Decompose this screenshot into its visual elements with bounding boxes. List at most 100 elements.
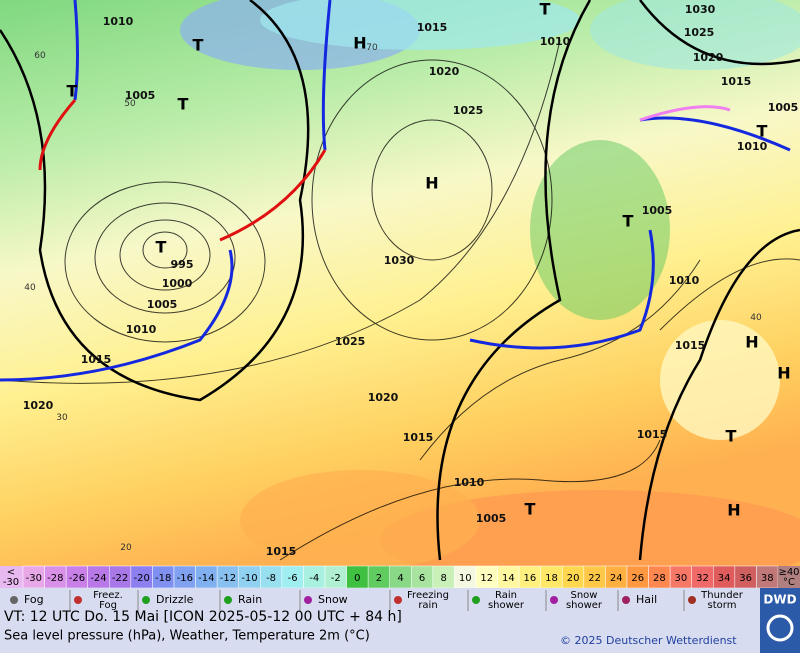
colorbar-label: 10	[459, 573, 472, 584]
isobar-label: 1020	[368, 391, 399, 404]
legend-icon	[304, 596, 312, 604]
colorbar-label: 28	[653, 573, 666, 584]
isobar-label: 1015	[721, 75, 752, 88]
legend-icon	[10, 596, 18, 604]
colorbar-label: 16	[524, 573, 537, 584]
pressure-center: T	[156, 238, 167, 257]
isobar-label: 1005	[642, 204, 673, 217]
legend-icon	[142, 596, 150, 604]
colorbar-label: -30	[26, 573, 42, 584]
legend-icon	[550, 596, 558, 604]
legend-icon	[74, 596, 82, 604]
isobar-label: 1005	[476, 512, 507, 525]
isobar-label: 1025	[453, 104, 484, 117]
colorbar-label: -4	[309, 573, 319, 584]
colorbar-label: 32	[696, 573, 709, 584]
isobar-label: 1015	[675, 339, 706, 352]
legend-icon	[622, 596, 630, 604]
pressure-center: T	[540, 0, 551, 19]
description: Sea level pressure (hPa), Weather, Tempe…	[4, 629, 370, 644]
copyright: © 2025 Deutscher Wetterdienst	[560, 634, 737, 647]
colorbar-label: 2	[376, 573, 382, 584]
legend-icon	[394, 596, 402, 604]
pressure-center: H	[425, 174, 438, 193]
isotherm-label: 30	[56, 413, 68, 423]
legend-label: Fog	[24, 593, 44, 606]
isobar-label: 1015	[417, 21, 448, 34]
isobar-label: 1010	[454, 476, 485, 489]
legend-label: Hail	[636, 593, 657, 606]
colorbar-label: 14	[502, 573, 515, 584]
legend-label: Freezing rain	[407, 590, 449, 611]
isobar-label: 1025	[335, 335, 366, 348]
isobar-label: 1005	[147, 298, 178, 311]
isotherm-label: 50	[124, 99, 136, 109]
colorbar-label: -26	[69, 573, 85, 584]
colorbar-label: -6	[288, 573, 298, 584]
colorbar-label: 4	[397, 573, 403, 584]
legend-label: Thunder storm	[700, 590, 744, 611]
isobar-label: 1010	[540, 35, 571, 48]
pressure-center: H	[777, 364, 790, 383]
colorbar-label: -24	[90, 573, 106, 584]
colorbar-label: 0	[354, 573, 360, 584]
isobar-label: 1015	[266, 545, 297, 558]
colorbar-label: 26	[631, 573, 644, 584]
colorbar-label: -28	[47, 573, 63, 584]
isobar-label: 1025	[684, 26, 715, 39]
isobar-label: 1030	[685, 3, 716, 16]
isobar-label: 1020	[693, 51, 724, 64]
colorbar-label: -22	[112, 573, 128, 584]
colorbar-label: 30	[675, 573, 688, 584]
isobar-label: 1005	[768, 101, 799, 114]
isobar-label: 1015	[403, 431, 434, 444]
legend-icon	[472, 596, 480, 604]
pressure-center: T	[193, 36, 204, 55]
legend-label: Freez. Fog	[93, 590, 123, 611]
legend-icon	[688, 596, 696, 604]
pressure-center: T	[178, 95, 189, 114]
isobar-label: 1010	[126, 323, 157, 336]
legend-label: Rain	[238, 593, 262, 606]
colorbar-label: 36	[739, 573, 752, 584]
colorbar-label: 20	[567, 573, 580, 584]
isotherm-label: 20	[120, 543, 132, 553]
legend-icon	[224, 596, 232, 604]
pressure-center: H	[353, 34, 366, 53]
colorbar-label: 34	[718, 573, 731, 584]
pressure-center: T	[757, 122, 768, 141]
isotherm-label: 70	[366, 43, 378, 53]
colorbar-label: 8	[440, 573, 446, 584]
colorbar-label: 12	[480, 573, 493, 584]
colorbar-label: -10	[241, 573, 257, 584]
colorbar-cell	[0, 566, 23, 588]
legend-label: Snow	[318, 593, 348, 606]
colorbar-label: 24	[610, 573, 623, 584]
colorbar-label: -12	[220, 573, 236, 584]
pressure-center: T	[67, 82, 78, 101]
isobar-label: 1020	[429, 65, 460, 78]
legend-label: Snow shower	[566, 590, 603, 611]
isobar-label: 1030	[384, 254, 415, 267]
pressure-center: T	[623, 212, 634, 231]
pressure-center: T	[525, 500, 536, 519]
isotherm-label: 60	[34, 51, 46, 61]
colorbar-label: 18	[545, 573, 558, 584]
colorbar-label: -2	[331, 573, 341, 584]
colorbar-label: 22	[588, 573, 601, 584]
colorbar-label: ≥40 °C	[778, 567, 799, 588]
logo-bg	[760, 588, 800, 653]
map	[0, 0, 800, 590]
logo: DWD	[763, 593, 796, 607]
isobar-label: 995	[171, 258, 194, 271]
legend-label: Drizzle	[156, 593, 194, 606]
colorbar-label: < -30	[3, 567, 19, 588]
colorbar-label: -16	[177, 573, 193, 584]
isobar-label: 1010	[737, 140, 768, 153]
valid-time: VT: 12 UTC Do. 15 Mai [ICON 2025-05-12 0…	[4, 609, 402, 625]
colorbar-label: -20	[133, 573, 149, 584]
isotherm-label: 40	[750, 313, 762, 323]
isobar-label: 1020	[23, 399, 54, 412]
pressure-center: T	[726, 427, 737, 446]
colorbar-label: -14	[198, 573, 214, 584]
